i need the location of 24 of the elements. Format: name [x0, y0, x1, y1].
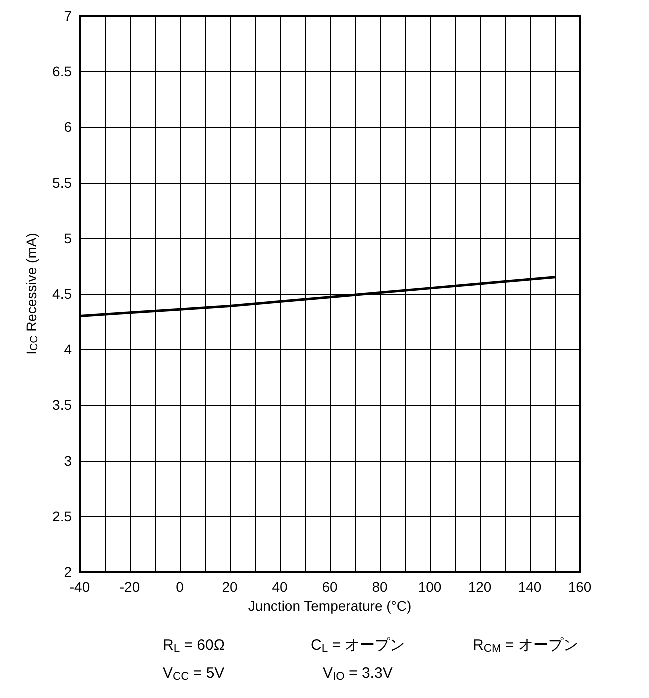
y-tick-label: 5.5	[52, 174, 72, 191]
y-tick-label: 3	[64, 452, 72, 469]
x-tick-label: 60	[322, 579, 338, 595]
y-tick-label: 4.5	[52, 286, 72, 302]
x-tick-label: 40	[272, 579, 288, 595]
y-tick-label: 2.5	[52, 508, 72, 524]
y-tick-label: 5	[64, 230, 72, 246]
y-tick-label: 2	[64, 564, 72, 580]
y-tick-label: 6	[64, 119, 72, 136]
y-tick-label: 3.5	[52, 397, 72, 414]
x-tick-label: -20	[120, 579, 140, 595]
x-tick-label: 80	[372, 579, 388, 595]
y-tick-label: 6.5	[52, 64, 72, 80]
y-tick-label: 7	[64, 8, 72, 24]
y-tick-label: 4	[64, 342, 72, 358]
y-axis-title: ICC Recessive (mA)	[23, 233, 40, 355]
x-tick-label: 140	[518, 579, 542, 595]
x-tick-label: 100	[418, 579, 442, 595]
x-tick-label: 120	[468, 579, 492, 595]
x-tick-label: -40	[70, 579, 90, 595]
x-tick-label: 160	[568, 579, 592, 595]
x-tick-label: 20	[222, 579, 238, 595]
x-axis-title: Junction Temperature (°C)	[248, 598, 412, 614]
x-tick-label: 0	[176, 579, 184, 595]
